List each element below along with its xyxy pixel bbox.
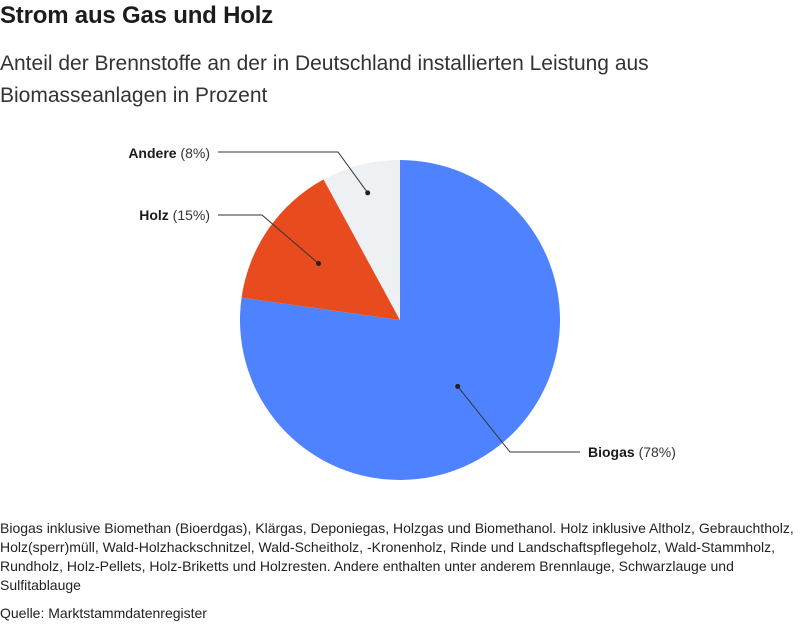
pie-labels: Biogas (78%) Holz (15%) Andere (8%) [128,145,676,460]
slice-label-name: Biogas [588,444,635,460]
pie-slice-holz [241,179,400,320]
slice-label-pct: (78%) [635,444,676,460]
slice-label-name: Holz [139,207,169,223]
slice-label-name: Andere [128,145,176,161]
leader-dot-biogas [455,383,461,389]
leader-line-holz [218,214,319,264]
chart-title: Strom aus Gas und Holz [0,2,273,29]
leader-dot-andere [365,190,371,196]
chart-subtitle: Anteil der Brennstoffe an der in Deutsch… [0,52,649,107]
pie-slices [240,160,561,480]
slice-label-holz: Holz (15%) [139,207,210,223]
chart-notes: Biogas inklusive Biomethan (Bioerdgas), … [0,520,794,593]
chart-source: Quelle: Marktstammdatenregister [0,605,207,621]
leader-dot-holz [315,260,321,266]
leader-line-biogas [457,386,580,453]
pie-chart: Biogas (78%) Holz (15%) Andere (8%) [128,145,676,480]
slice-label-pct: (15%) [169,207,210,223]
slice-label-pct: (8%) [177,145,210,161]
pie-slice-andere [323,160,400,320]
leader-line-andere [218,151,369,194]
pie-slice-biogas [240,160,561,480]
slice-label-andere: Andere (8%) [128,145,210,161]
slice-label-biogas: Biogas (78%) [588,444,676,460]
